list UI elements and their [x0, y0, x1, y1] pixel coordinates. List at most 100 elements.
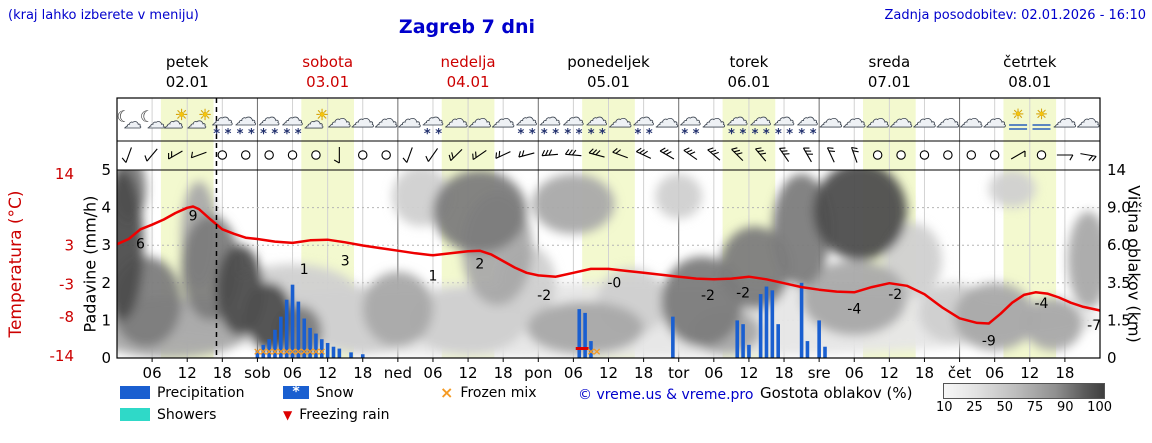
svg-text:☁: ☁ [959, 105, 983, 133]
day-date: 06.01 [727, 73, 771, 91]
svg-text:čet: čet [948, 364, 971, 382]
svg-text:0: 0 [101, 349, 111, 367]
svg-text:2: 2 [101, 274, 111, 292]
scale-tick: 75 [1026, 400, 1044, 415]
svg-text:4: 4 [101, 199, 111, 217]
svg-text:☁: ☁ [750, 106, 772, 131]
svg-text:14: 14 [1107, 161, 1126, 179]
day-header-četrtek: četrtek 08.01 [1003, 52, 1056, 92]
day-date: 03.01 [306, 73, 350, 91]
svg-text:9: 9 [189, 209, 198, 225]
svg-text:06: 06 [283, 364, 302, 382]
svg-text:-8: -8 [59, 308, 74, 326]
legend-snow: * Snow [283, 384, 354, 401]
svg-text:☁: ☁ [1053, 105, 1077, 133]
svg-text:* *: * * [541, 127, 559, 142]
legend-showers: Showers [120, 407, 216, 423]
svg-text:☁: ☁ [282, 106, 304, 131]
svg-text:☀: ☀ [315, 106, 328, 124]
svg-text:☀: ☀ [198, 106, 211, 124]
svg-text:☁: ☁ [491, 105, 515, 133]
svg-text:6.0: 6.0 [1107, 236, 1131, 254]
svg-text:×: × [288, 345, 297, 358]
snow-swatch: * [283, 385, 309, 399]
svg-text:-2: -2 [736, 285, 750, 301]
svg-text:12: 12 [880, 364, 899, 382]
svg-text:* *: * * [635, 127, 653, 142]
svg-text:-4: -4 [1035, 296, 1049, 312]
day-name: ponedeljek [567, 53, 650, 71]
svg-text:×: × [305, 345, 314, 358]
svg-text:3: 3 [64, 237, 74, 255]
svg-text:×: × [586, 345, 595, 358]
svg-text:☁: ☁ [304, 109, 324, 133]
wind-barbs-row [121, 146, 1097, 164]
svg-text:6: 6 [136, 236, 145, 252]
svg-text:☁: ☁ [444, 105, 468, 133]
svg-text:☁: ☁ [983, 105, 1007, 133]
day-name: sobota [302, 53, 354, 71]
svg-text:☁: ☁ [912, 105, 936, 133]
svg-text:* *: * * [518, 127, 536, 142]
day-name: torek [729, 53, 769, 71]
svg-text:×: × [270, 345, 279, 358]
svg-text:-14: -14 [50, 347, 75, 365]
svg-text:☁: ☁ [374, 105, 398, 133]
scale-tick: 90 [1056, 400, 1074, 415]
svg-text:* *: * * [588, 127, 606, 142]
svg-text:☁: ☁ [235, 106, 257, 131]
svg-text:☁: ☁ [586, 106, 608, 131]
day-name: petek [165, 53, 209, 71]
svg-text:☁: ☁ [702, 105, 726, 133]
last-update: Zadnja posodobitev: 02.01.2026 - 16:10 [884, 8, 1146, 23]
svg-text:☁: ☁ [796, 106, 818, 131]
svg-text:12: 12 [739, 364, 758, 382]
svg-text:-2: -2 [537, 288, 551, 304]
svg-text:* *: * * [260, 127, 278, 142]
svg-text:☁: ☁ [819, 105, 843, 133]
svg-text:☾: ☾ [117, 107, 131, 126]
copyright-link[interactable]: © vreme.us & vreme.pro [578, 387, 754, 403]
freezing-rain-icon: ▼ [283, 407, 293, 422]
svg-text:☁: ☁ [633, 106, 655, 131]
svg-text:sob: sob [244, 364, 271, 382]
precipitation-swatch [120, 386, 150, 399]
svg-text:* *: * * [213, 127, 231, 142]
svg-text:☁: ☁ [164, 109, 184, 133]
svg-text:☁: ☁ [773, 106, 795, 131]
svg-text:18: 18 [213, 364, 232, 382]
svg-text:* *: * * [775, 127, 793, 142]
svg-text:* *: * * [564, 127, 582, 142]
svg-text:18: 18 [1055, 364, 1074, 382]
svg-text:×: × [592, 345, 601, 358]
svg-text:☁: ☁ [187, 109, 207, 133]
svg-text:☁: ☁ [327, 105, 351, 133]
svg-text:×: × [282, 345, 291, 358]
svg-text:×: × [253, 345, 262, 358]
svg-text:9.0: 9.0 [1107, 199, 1131, 217]
svg-text:18: 18 [915, 364, 934, 382]
svg-text:06: 06 [704, 364, 723, 382]
svg-text:* *: * * [752, 127, 770, 142]
legend-snow-label: Snow [316, 384, 354, 401]
svg-text:☁: ☁ [539, 106, 561, 131]
svg-text:☁: ☁ [258, 106, 280, 131]
svg-text:-4: -4 [847, 301, 861, 317]
svg-text:-0: -0 [607, 276, 621, 292]
scale-tick: 100 [1087, 400, 1112, 415]
precipitation-bars [255, 282, 827, 358]
legend-frozen-mix: × Frozen mix [440, 384, 537, 401]
svg-text:1: 1 [429, 268, 438, 284]
svg-text:☾: ☾ [140, 107, 154, 126]
weather-symbols-row: ☾☁☾☁ ☀☁ ☀☁ ☁* *☁* *☁* *☁* *☀☁ ☁ ☁ ☁ ☁ ☁* *☁ ☁ ☁ ☁* … [117, 105, 1101, 142]
svg-text:☁: ☁ [562, 106, 584, 131]
legend-frozen-mix-label: Frozen mix [460, 384, 537, 401]
svg-text:×: × [259, 345, 268, 358]
svg-text:3: 3 [101, 236, 111, 254]
precip-type-marks: ×××××××××××× ×× [253, 345, 602, 358]
svg-text:06: 06 [564, 364, 583, 382]
showers-swatch [120, 408, 150, 421]
svg-text:☁: ☁ [936, 105, 960, 133]
svg-text:0: 0 [1107, 349, 1117, 367]
